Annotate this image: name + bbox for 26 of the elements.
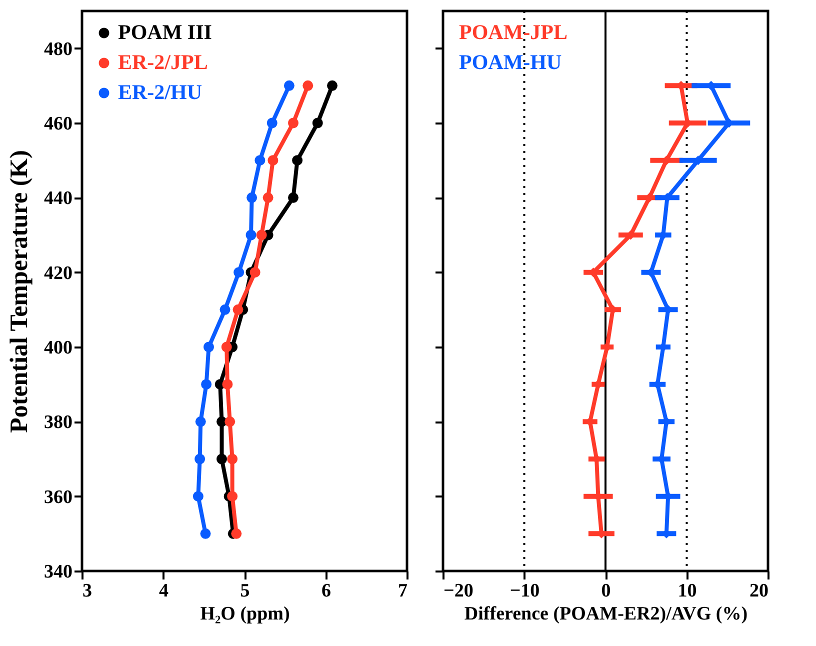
text: POAM-HU bbox=[459, 50, 562, 74]
y-tick-label: 400 bbox=[44, 338, 72, 358]
x-tick-label: 0 bbox=[601, 580, 611, 602]
text: POAM-JPL bbox=[459, 20, 568, 44]
legend-label: ER-2/HU bbox=[118, 80, 202, 104]
y-tick-label: 420 bbox=[44, 262, 72, 284]
x-tick-label: 5 bbox=[240, 580, 250, 602]
x-tick-label: −20 bbox=[444, 580, 474, 602]
y-tick-label: 480 bbox=[44, 38, 72, 60]
y-tick-label: 360 bbox=[44, 486, 72, 508]
y-axis-title: Potential Temperature (K) bbox=[6, 150, 33, 433]
x-tick-label: 4 bbox=[159, 580, 169, 602]
x-tick-label: 10 bbox=[678, 580, 697, 602]
x-tick-label: −10 bbox=[510, 580, 540, 602]
y-tick-label: 380 bbox=[44, 412, 72, 434]
x-tick-label: 7 bbox=[398, 580, 408, 602]
x-tick-label: 20 bbox=[750, 580, 768, 602]
legend-label: POAM III bbox=[118, 20, 212, 44]
x-axis-title: H₂O (ppm) bbox=[200, 604, 290, 624]
y-tick-label: 340 bbox=[44, 562, 72, 582]
y-tick-label: 440 bbox=[44, 188, 72, 210]
x-axis-title: Difference (POAM-ER2)/AVG (%) bbox=[464, 604, 748, 624]
x-tick-label: 3 bbox=[82, 580, 92, 602]
x-tick-label: 6 bbox=[322, 580, 331, 602]
legend-label: ER-2/JPL bbox=[118, 50, 208, 74]
y-tick-label: 460 bbox=[44, 114, 72, 134]
